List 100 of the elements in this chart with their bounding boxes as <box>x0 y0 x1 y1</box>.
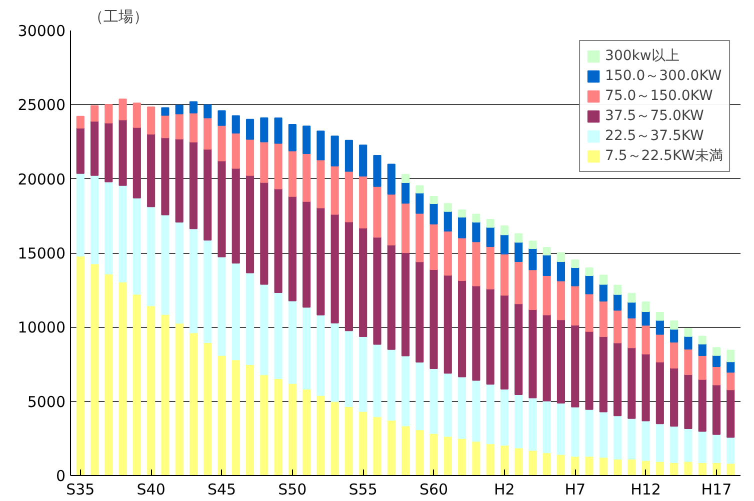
bar <box>698 355 706 380</box>
bar <box>189 332 198 476</box>
bar <box>147 305 156 476</box>
bar <box>161 107 170 116</box>
bar <box>670 426 678 463</box>
bar <box>76 127 84 174</box>
bar <box>373 186 382 238</box>
bar <box>344 221 353 332</box>
bar <box>430 223 438 270</box>
legend-label: 7.5～22.5KW未満 <box>605 147 723 165</box>
bar <box>260 141 268 183</box>
y-tick-label: 15000 <box>18 244 66 262</box>
bar <box>161 114 170 138</box>
bar <box>416 185 424 194</box>
bar <box>344 140 353 172</box>
bar <box>585 267 594 276</box>
bar <box>726 462 735 476</box>
bar <box>175 322 184 476</box>
bar <box>204 148 212 240</box>
bar <box>274 142 282 190</box>
bar <box>542 254 551 276</box>
bar <box>444 210 452 232</box>
bar <box>330 136 339 166</box>
bar <box>500 444 508 476</box>
x-tick-label: S35 <box>66 480 95 498</box>
bar <box>316 314 325 396</box>
bar <box>401 202 410 254</box>
bar <box>571 406 580 457</box>
bar <box>218 124 226 162</box>
x-tick-label: S55 <box>348 480 378 498</box>
bar <box>472 285 480 381</box>
bar <box>628 302 636 318</box>
bar <box>556 252 566 262</box>
bar <box>500 388 508 446</box>
bar <box>416 212 424 262</box>
bar <box>585 293 594 332</box>
bar <box>528 450 537 476</box>
bar <box>486 218 494 228</box>
bar <box>118 98 127 120</box>
bar <box>628 292 636 303</box>
bar <box>416 429 424 476</box>
bar <box>189 112 198 142</box>
bar <box>726 436 735 464</box>
bar <box>246 118 254 140</box>
bar <box>316 130 325 160</box>
bar <box>330 322 339 402</box>
bar <box>416 362 424 430</box>
bar <box>542 400 551 454</box>
bar <box>613 310 622 344</box>
x-tick-label: H7 <box>564 480 586 498</box>
bar <box>330 165 339 215</box>
bar <box>514 260 523 304</box>
bar <box>132 294 141 476</box>
bar <box>232 115 240 134</box>
bar <box>684 336 692 350</box>
x-tick-label: S60 <box>419 480 448 498</box>
bar <box>684 374 692 429</box>
bar <box>472 214 480 222</box>
bar <box>585 456 594 476</box>
bar <box>726 389 735 438</box>
bar <box>373 416 382 476</box>
bar <box>302 306 311 390</box>
bar <box>204 239 212 343</box>
bar <box>274 378 282 476</box>
bar <box>458 376 466 439</box>
bar <box>204 104 212 118</box>
bar <box>344 170 353 222</box>
bar <box>670 320 678 330</box>
bar <box>670 367 678 427</box>
bar <box>472 241 480 286</box>
bar <box>232 168 240 264</box>
bar <box>585 330 594 410</box>
bar <box>500 253 508 296</box>
bar <box>613 415 622 460</box>
bar <box>232 359 240 476</box>
bar <box>726 372 735 390</box>
bar <box>132 102 141 128</box>
bar <box>401 252 410 356</box>
bar <box>599 336 608 412</box>
bar <box>90 174 99 264</box>
bar <box>260 284 268 376</box>
y-tick-label: 20000 <box>18 170 66 188</box>
bar <box>416 192 424 214</box>
bar <box>330 214 339 324</box>
bar <box>288 300 296 384</box>
bar <box>302 126 311 154</box>
legend-label: 22.5～37.5KW <box>605 127 704 145</box>
bar <box>542 247 551 256</box>
bar <box>430 368 438 434</box>
x-tick-label: H17 <box>701 480 732 498</box>
y-axis-title: （工場） <box>88 8 148 26</box>
bar <box>359 176 368 228</box>
bar <box>656 334 664 362</box>
bar <box>726 350 735 362</box>
bar <box>528 269 537 310</box>
bar <box>218 110 226 126</box>
bar <box>599 274 608 285</box>
bar <box>344 406 353 476</box>
bar <box>628 317 636 348</box>
bar <box>204 117 212 150</box>
